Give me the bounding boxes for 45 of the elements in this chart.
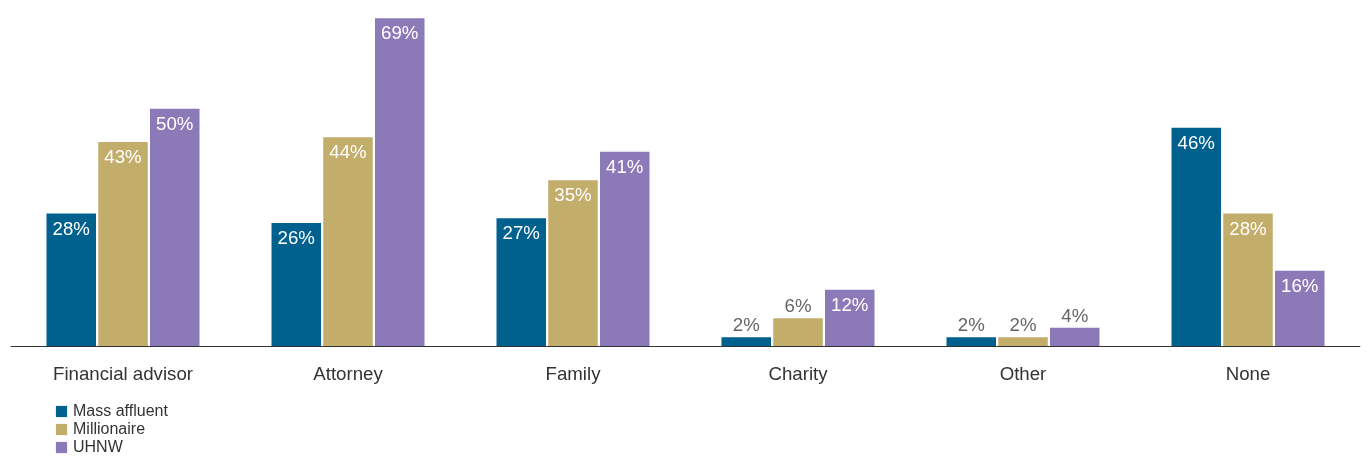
legend-label: Millionaire — [73, 420, 146, 438]
x-tick-label: Financial advisor — [53, 362, 194, 384]
bar — [998, 337, 1048, 347]
legend-label: Mass affluent — [73, 402, 168, 420]
data-label: 28% — [1229, 217, 1267, 239]
data-label: 2% — [732, 314, 760, 336]
bar — [825, 289, 875, 347]
data-label: 28% — [52, 217, 90, 239]
x-tick-label: Charity — [768, 362, 829, 384]
data-label: 50% — [156, 112, 194, 134]
data-label: 2% — [957, 314, 985, 336]
bar — [150, 108, 200, 347]
data-label: 35% — [554, 184, 592, 206]
bar — [1050, 327, 1100, 347]
data-label: 43% — [104, 146, 142, 168]
bar — [375, 18, 425, 347]
bar — [98, 142, 148, 347]
x-tick-label: None — [1225, 362, 1271, 384]
bar — [946, 337, 996, 347]
bar — [46, 213, 96, 347]
bar — [271, 223, 321, 347]
data-label: 16% — [1281, 274, 1319, 296]
legend-label: UHNW — [73, 438, 123, 456]
data-label: 41% — [606, 155, 644, 177]
bar — [773, 318, 823, 347]
bar — [1223, 213, 1273, 347]
data-label: 2% — [1009, 314, 1037, 336]
bar — [600, 151, 650, 347]
bar — [548, 180, 598, 347]
data-label: 46% — [1177, 131, 1215, 153]
data-label: 27% — [502, 222, 540, 244]
x-tick-label: Other — [999, 362, 1047, 384]
data-label: 6% — [784, 295, 812, 317]
bar — [721, 337, 771, 347]
x-tick-label: Family — [545, 362, 602, 384]
bar — [496, 218, 546, 347]
data-label: 69% — [381, 22, 419, 44]
data-label: 4% — [1061, 304, 1089, 326]
bar — [323, 137, 373, 347]
x-tick-label: Attorney — [313, 362, 384, 384]
data-label: 44% — [329, 141, 367, 163]
data-label: 26% — [277, 227, 315, 249]
bar — [1171, 127, 1221, 347]
bar — [1275, 270, 1325, 347]
data-label: 12% — [831, 293, 869, 315]
